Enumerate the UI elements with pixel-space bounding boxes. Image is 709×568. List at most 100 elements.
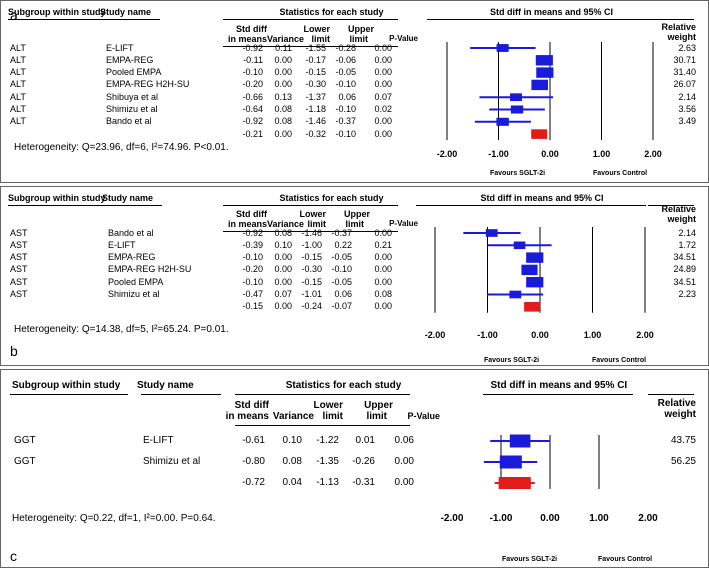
row-variance: 0.00: [274, 252, 292, 263]
row-upper-limit: -0.10: [335, 79, 356, 90]
axis-tick-label: 0.00: [541, 149, 559, 159]
summary-variance: 0.04: [282, 477, 302, 488]
effect-square: [496, 44, 509, 52]
header-underline: [102, 205, 162, 206]
row-study-name: Pooled EMPA: [108, 276, 164, 287]
summary-p-value: 0.00: [374, 301, 392, 312]
forest-plot-svg: [483, 434, 600, 489]
row-lower-limit: -0.17: [305, 54, 326, 65]
header-subgroup: Subgroup within study: [8, 193, 106, 203]
header-lower: Lower: [313, 400, 343, 411]
row-relative-weight: 3.56: [678, 104, 696, 114]
axis-tick-label: 2.00: [638, 513, 658, 524]
row-study-name: Bando et al: [108, 227, 154, 238]
row-p-value: 0.00: [374, 54, 392, 65]
row-upper-limit: -0.26: [352, 456, 375, 467]
row-group: ALT: [10, 79, 26, 90]
row-variance: 0.13: [274, 91, 292, 102]
axis-tick-label: -1.00: [477, 330, 498, 340]
row-upper-limit: -0.37: [331, 227, 352, 238]
heterogeneity-text: Heterogeneity: Q=0.22, df=1, I²=0.00. P=…: [12, 513, 216, 524]
header-variance: Variance: [272, 411, 314, 422]
header-upper-limit: limit: [345, 219, 364, 229]
row-variance: 0.07: [274, 289, 292, 299]
header-std-diff: Std diff: [234, 400, 269, 411]
forest-plot-svg: [446, 42, 654, 141]
header-underline: [223, 205, 398, 206]
row-relative-weight: 34.51: [673, 252, 696, 263]
header-weight: weight: [664, 409, 696, 420]
favours-right-label: Favours Control: [598, 556, 653, 563]
header-study: Study name: [102, 193, 154, 203]
row-p-value: 0.00: [374, 67, 392, 78]
forest-panel-b: Subgroup within study Study name Statistic…: [0, 186, 709, 366]
row-variance: 0.08: [282, 456, 302, 467]
row-group: GGT: [14, 456, 36, 467]
effect-square: [509, 434, 531, 448]
row-group: ALT: [10, 42, 26, 53]
row-group: AST: [10, 239, 28, 250]
summary-lower-limit: -0.32: [305, 128, 326, 139]
effect-square: [499, 455, 522, 469]
header-relative: Relative: [657, 398, 696, 409]
row-lower-limit: -1.46: [301, 227, 322, 238]
header-underline: [223, 231, 398, 232]
header-underline: [235, 394, 410, 395]
header-lower-limit: limit: [307, 219, 326, 229]
row-study-name: EMPA-REG H2H-SU: [108, 264, 192, 275]
row-relative-weight: 56.25: [670, 456, 696, 467]
header-plot: Std diff in means and 95% CI: [490, 380, 628, 391]
header-underline: [10, 394, 128, 395]
row-p-value: 0.00: [374, 116, 392, 127]
row-lower-limit: -1.37: [305, 91, 326, 102]
row-group: ALT: [10, 67, 26, 78]
row-lower-limit: -1.00: [301, 239, 322, 250]
row-lower-limit: -1.35: [316, 456, 339, 467]
row-std-diff: -0.80: [242, 456, 265, 467]
header-in-means: in means: [225, 411, 269, 422]
summary-variance: 0.00: [274, 301, 292, 312]
header-underline: [648, 19, 694, 20]
header-upper-limit: limit: [366, 411, 387, 422]
row-std-diff: -0.64: [242, 104, 263, 114]
header-stats: Statistics for each study: [279, 193, 384, 203]
row-variance: 0.10: [282, 435, 302, 446]
header-subgroup: Subgroup within study: [8, 7, 106, 17]
row-std-diff: -0.61: [242, 435, 265, 446]
row-relative-weight: 30.71: [673, 54, 696, 65]
summary-p-value: 0.00: [394, 477, 414, 488]
row-std-diff: -0.11: [243, 54, 263, 65]
row-p-value: 0.00: [374, 227, 392, 238]
row-lower-limit: -1.46: [305, 116, 326, 127]
row-variance: 0.00: [274, 79, 292, 90]
row-study-name: EMPA-REG: [108, 252, 156, 263]
row-variance: 0.11: [275, 42, 292, 53]
row-study-name: E-LIFT: [108, 239, 136, 250]
row-variance: 0.00: [274, 54, 292, 65]
row-relative-weight: 1.72: [678, 239, 696, 250]
effect-square: [526, 252, 544, 263]
header-relative: Relative: [661, 204, 696, 214]
row-relative-weight: 34.51: [673, 276, 696, 287]
row-relative-weight: 2.63: [678, 42, 696, 53]
header-in-means: in means: [227, 219, 267, 229]
effect-square: [485, 229, 498, 237]
row-std-diff: -0.10: [242, 252, 263, 263]
header-in-means: in means: [227, 34, 267, 44]
row-p-value: 0.21: [374, 239, 392, 250]
header-weight: weight: [667, 32, 697, 42]
header-underline: [223, 46, 398, 47]
row-upper-limit: -0.28: [335, 42, 356, 53]
header-lower-limit: limit: [311, 34, 330, 44]
row-group: AST: [10, 264, 28, 275]
row-relative-weight: 2.23: [678, 289, 696, 299]
summary-upper-limit: -0.10: [335, 128, 356, 139]
effect-square: [509, 290, 522, 299]
summary-lower-limit: -1.13: [316, 477, 339, 488]
header-relative: Relative: [661, 22, 696, 32]
row-group: AST: [10, 252, 28, 263]
row-group: ALT: [10, 91, 26, 102]
axis-tick-label: 1.00: [592, 149, 611, 159]
axis-tick-label: -2.00: [424, 330, 446, 340]
header-upper: Upper: [364, 400, 393, 411]
